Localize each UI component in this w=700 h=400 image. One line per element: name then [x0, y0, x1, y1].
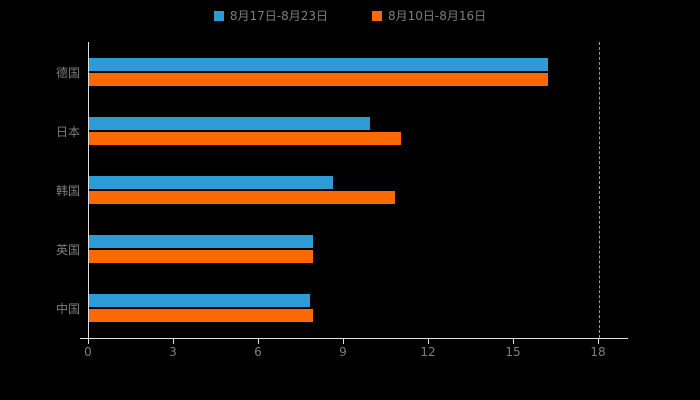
- x-axis-tick: [598, 339, 599, 344]
- max-gridline: [599, 42, 600, 338]
- bar-series2-中国: [89, 309, 313, 323]
- bar-series2-日本: [89, 131, 401, 145]
- x-axis-tick-label: 15: [505, 345, 521, 359]
- x-axis-tick-label: 6: [254, 345, 262, 359]
- category-label: 韩国: [55, 184, 80, 198]
- bar-series2-英国: [89, 250, 313, 264]
- x-axis-tick-label: 0: [84, 345, 92, 359]
- x-axis: 0 3 6 9 12 15 18: [80, 338, 628, 359]
- bar-series1-英国: [89, 235, 313, 249]
- bar-series1-日本: [89, 116, 370, 130]
- x-axis-tick-label: 9: [339, 345, 347, 359]
- x-axis-tick-label: 3: [169, 345, 177, 359]
- bar-series2-韩国: [89, 191, 395, 204]
- bar-series1-中国: [89, 294, 310, 308]
- x-axis-tick: [513, 339, 514, 344]
- category-label: 中国: [55, 302, 80, 317]
- category-label: 英国: [55, 243, 80, 258]
- legend-swatch: [372, 10, 382, 21]
- legend-swatch: [213, 10, 224, 21]
- legend-item-1[interactable]: 8月17日-8月23日: [213, 7, 328, 24]
- legend-item-2[interactable]: 8月10日-8月16日: [372, 7, 486, 24]
- category-label: 日本: [55, 124, 80, 139]
- bar-series2-德国: [89, 72, 548, 86]
- bar-series1-韩国: [89, 176, 333, 189]
- x-axis-tick: [428, 339, 429, 344]
- x-axis-tick: [88, 339, 89, 344]
- plot-area: [88, 42, 600, 338]
- legend-label: 8月17日-8月23日: [229, 9, 328, 23]
- x-axis-tick: [173, 339, 174, 344]
- legend: 8月17日-8月23日 8月10日-8月16日: [0, 7, 700, 24]
- bar-series1-德国: [89, 57, 548, 71]
- category-label: 德国: [55, 65, 80, 80]
- x-axis-tick-label: 18: [590, 345, 606, 359]
- legend-label: 8月10日-8月16日: [388, 9, 487, 23]
- x-axis-tick: [258, 339, 259, 344]
- x-axis-tick-label: 12: [420, 345, 436, 359]
- x-axis-tick: [343, 339, 344, 344]
